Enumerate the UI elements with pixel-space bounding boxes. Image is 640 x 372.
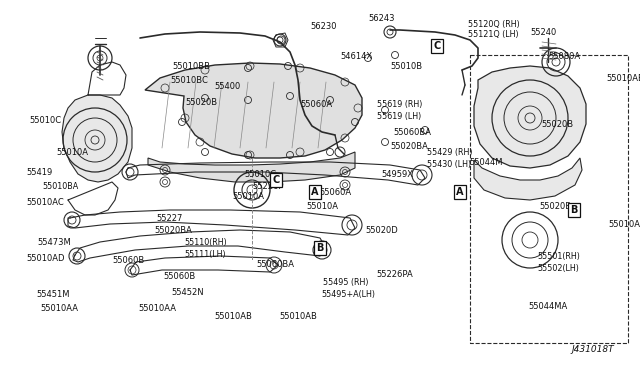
Text: C: C [433,41,440,51]
Polygon shape [62,95,132,182]
Polygon shape [148,152,355,182]
Text: 55060B: 55060B [112,256,144,265]
Text: 55121Q (LH): 55121Q (LH) [468,30,518,39]
Text: 55044MA: 55044MA [528,302,567,311]
Text: 55010A: 55010A [232,192,264,201]
Text: 55010AA: 55010AA [138,304,176,313]
Text: 55451M: 55451M [36,290,70,299]
Text: 55226PA: 55226PA [376,270,413,279]
Text: 55429 (RH): 55429 (RH) [427,148,472,157]
Text: 55010AB: 55010AB [214,312,252,321]
Text: 55419: 55419 [26,168,52,177]
Text: 55060BA: 55060BA [256,260,294,269]
Text: 55502(LH): 55502(LH) [537,264,579,273]
Text: 55010BC: 55010BC [170,76,208,85]
Text: 55010A: 55010A [56,148,88,157]
Polygon shape [474,66,586,168]
Text: 55020BA: 55020BA [390,142,428,151]
Text: 55010AE: 55010AE [606,74,640,83]
Text: 55495 (RH): 55495 (RH) [323,278,369,287]
Text: 55452N: 55452N [171,288,204,297]
Text: C: C [273,175,280,185]
Text: 55240: 55240 [530,28,556,37]
Text: B: B [570,205,578,215]
Text: 55020B: 55020B [541,120,573,129]
Text: 55430 (LH): 55430 (LH) [427,160,471,169]
Text: 55010BB: 55010BB [172,62,210,71]
Text: A: A [456,187,464,197]
Text: 55010A: 55010A [306,202,338,211]
Text: 55020B: 55020B [185,98,217,107]
Text: 56230: 56230 [310,22,337,31]
Text: 55226P: 55226P [252,182,284,191]
Text: 55111(LH): 55111(LH) [184,250,226,259]
Text: 55010AE: 55010AE [608,220,640,229]
Text: J431018T: J431018T [572,345,614,354]
Text: 55010AA: 55010AA [40,304,78,313]
Text: 55060B: 55060B [163,272,195,281]
Text: 55060A: 55060A [319,188,351,197]
Text: B: B [316,243,324,253]
Text: 55227: 55227 [156,214,182,223]
Text: 55080A: 55080A [548,52,580,61]
Text: 55619 (RH): 55619 (RH) [377,100,422,109]
Text: 55495+A(LH): 55495+A(LH) [321,290,375,299]
Text: 56243: 56243 [368,14,394,23]
Polygon shape [145,63,362,158]
Text: 55010C: 55010C [244,170,276,179]
Text: 55020D: 55020D [365,226,397,235]
Text: 55473M: 55473M [37,238,71,247]
Text: 55060BA: 55060BA [393,128,431,137]
Text: 55501(RH): 55501(RH) [537,252,580,261]
Text: 54614X: 54614X [340,52,372,61]
Text: 55010AD: 55010AD [26,254,65,263]
Text: 55010BA: 55010BA [42,182,78,191]
Text: 55619 (LH): 55619 (LH) [377,112,421,121]
Text: 55020B: 55020B [539,202,571,211]
Text: 54959X: 54959X [381,170,413,179]
Text: 55010B: 55010B [390,62,422,71]
Text: 55010AC: 55010AC [26,198,64,207]
Polygon shape [474,158,582,200]
Text: 55010C: 55010C [29,116,61,125]
Text: 55400: 55400 [214,82,240,91]
Text: 55110(RH): 55110(RH) [184,238,227,247]
Bar [470,55,628,343]
Text: A: A [311,187,319,197]
Text: 55020BA: 55020BA [154,226,192,235]
Text: 55060A: 55060A [300,100,332,109]
Text: 55044M: 55044M [469,158,502,167]
Text: 55010AB: 55010AB [279,312,317,321]
Text: 55120Q (RH): 55120Q (RH) [468,20,520,29]
